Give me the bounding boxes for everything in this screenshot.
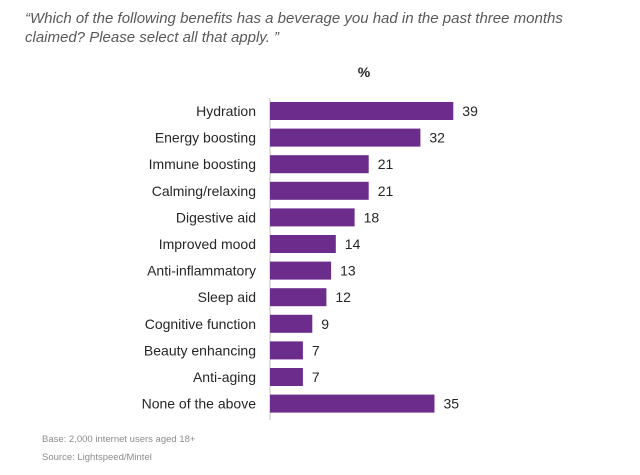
bar-sleep-aid <box>270 288 327 307</box>
bars-layer: Hydration 39 Energy boosting 32 Immune boost… <box>142 102 478 413</box>
category-label-calming-relaxing: Calming/relaxing <box>152 183 256 199</box>
chart-title: % <box>358 64 371 80</box>
survey-question: “Which of the following benefits has a b… <box>25 10 563 46</box>
category-label-cognitive-function: Cognitive function <box>145 316 256 332</box>
bar-improved-mood <box>270 235 336 253</box>
category-label-anti-aging: Anti-aging <box>193 369 256 385</box>
bar-digestive-aid <box>270 208 355 227</box>
category-label-digestive-aid: Digestive aid <box>176 209 256 225</box>
value-label-digestive-aid: 18 <box>364 209 380 225</box>
value-label-anti-aging: 7 <box>312 369 320 385</box>
value-label-sleep-aid: 12 <box>335 289 351 305</box>
bar-immune-boosting <box>270 155 369 174</box>
bar-beauty-enhancing <box>270 341 303 360</box>
bar-hydration <box>270 102 454 120</box>
bar-calming-relaxing <box>270 181 369 200</box>
value-label-beauty-enhancing: 7 <box>312 342 320 358</box>
bar-anti-inflammatory <box>270 261 332 280</box>
value-label-none-of-the-above: 35 <box>444 396 460 412</box>
category-label-immune-boosting: Immune boosting <box>149 156 256 172</box>
bar-energy-boosting <box>270 128 421 147</box>
bar-anti-aging <box>270 368 303 386</box>
bar-cognitive-function <box>270 314 313 333</box>
value-label-anti-inflammatory: 13 <box>340 263 356 279</box>
category-label-anti-inflammatory: Anti-inflammatory <box>147 263 256 279</box>
value-label-cognitive-function: 9 <box>321 316 329 332</box>
category-label-improved-mood: Improved mood <box>159 236 256 252</box>
value-label-improved-mood: 14 <box>345 236 361 252</box>
category-label-none-of-the-above: None of the above <box>142 396 257 412</box>
value-label-immune-boosting: 21 <box>378 156 394 172</box>
source-footnote: Source: Lightspeed/Mintel <box>42 452 152 463</box>
value-label-calming-relaxing: 21 <box>378 183 394 199</box>
value-label-hydration: 39 <box>462 103 478 119</box>
category-label-hydration: Hydration <box>196 103 256 119</box>
base-footnote: Base: 2,000 internet users aged 18+ <box>42 434 196 445</box>
category-label-beauty-enhancing: Beauty enhancing <box>144 342 256 358</box>
bar-none-of-the-above <box>270 394 435 413</box>
value-label-energy-boosting: 32 <box>429 130 445 146</box>
category-label-energy-boosting: Energy boosting <box>155 130 256 146</box>
category-label-sleep-aid: Sleep aid <box>198 289 256 305</box>
